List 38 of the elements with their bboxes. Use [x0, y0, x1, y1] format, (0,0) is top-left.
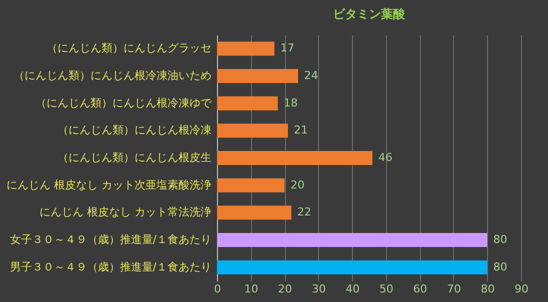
bar	[217, 42, 274, 56]
y-tick-label: にんじん 根皮なし カット常法洗浄	[40, 206, 212, 219]
x-tick-label: 10	[244, 282, 258, 296]
x-tick-label: 90	[514, 282, 528, 296]
data-label: 46	[378, 151, 392, 164]
bar	[217, 178, 285, 192]
chart-title: ビタミン葉酸	[333, 7, 406, 21]
data-label: 22	[297, 206, 312, 219]
x-tick-label: 60	[413, 282, 428, 296]
data-label: 20	[290, 178, 305, 192]
x-tick-label: 0	[214, 282, 221, 296]
bar	[217, 151, 372, 165]
y-tick-label: （にんじん類）にんじんグラッセ	[46, 42, 212, 55]
bar	[217, 124, 288, 138]
y-tick-label: にんじん 根皮なし カット次亜塩素酸洗浄	[6, 178, 212, 192]
y-tick-label: （にんじん類）にんじん根冷凍ゆで	[36, 96, 212, 110]
data-label: 80	[493, 233, 508, 246]
x-tick-label: 40	[346, 282, 360, 296]
bar	[217, 69, 298, 83]
bar	[217, 233, 488, 247]
data-label: 21	[294, 124, 308, 137]
x-tick-label: 30	[312, 282, 326, 296]
data-label: 80	[493, 260, 508, 274]
data-label: 24	[304, 69, 318, 82]
y-tick-label: 男子３０～４９（歳）推進量/１食あたり	[10, 260, 212, 274]
x-tick-label: 70	[446, 282, 461, 296]
x-tick-label: 20	[278, 282, 292, 296]
data-label: 18	[284, 96, 298, 110]
bar	[217, 96, 278, 110]
data-label: 17	[280, 42, 294, 55]
y-tick-label: （にんじん類）にんじん根冷凍油いため	[14, 69, 212, 82]
bar	[217, 206, 292, 220]
x-tick-label: 80	[480, 282, 495, 296]
x-tick-label: 50	[379, 282, 394, 296]
y-tick-label: 女子３０～４９（歳）推進量/１食あたり	[10, 233, 212, 246]
y-tick-label: （にんじん類）にんじん根冷凍	[58, 124, 212, 137]
y-tick-label: （にんじん類）にんじん根皮生	[58, 151, 212, 164]
bar	[217, 260, 488, 274]
